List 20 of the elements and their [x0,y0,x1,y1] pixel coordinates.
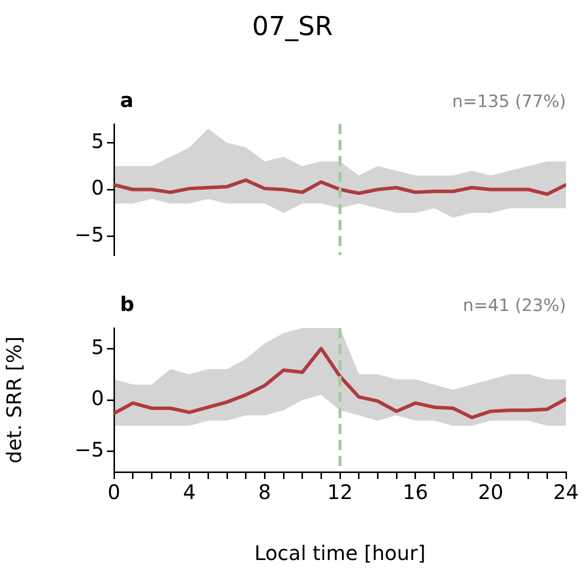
text: n=135 (77%) [452,92,566,112]
x-tick-label: 4 [182,480,196,504]
text: n=41 (23%) [462,296,566,316]
text: a [120,88,134,112]
y-tick-label: −5 [74,438,104,462]
x-tick-label: 0 [108,480,120,504]
y-tick-label: −5 [74,222,104,246]
y-tick-label: 5 [91,128,104,153]
y-tick-label: 0 [91,386,104,410]
x-tick-label: 24 [553,480,579,504]
y-tick-label: 5 [91,334,104,359]
y-tick-label: 0 [91,176,104,200]
x-tick-label: 20 [478,480,504,504]
x-tick-label: 12 [327,480,353,504]
x-tick-label: 16 [402,480,428,504]
x-axis-title: Local time [hour] [254,541,426,566]
y-axis-title: det. SRR [%] [2,336,26,464]
chart-title: 07_SR [251,12,334,42]
text: b [120,292,134,316]
x-tick-label: 8 [258,480,272,504]
